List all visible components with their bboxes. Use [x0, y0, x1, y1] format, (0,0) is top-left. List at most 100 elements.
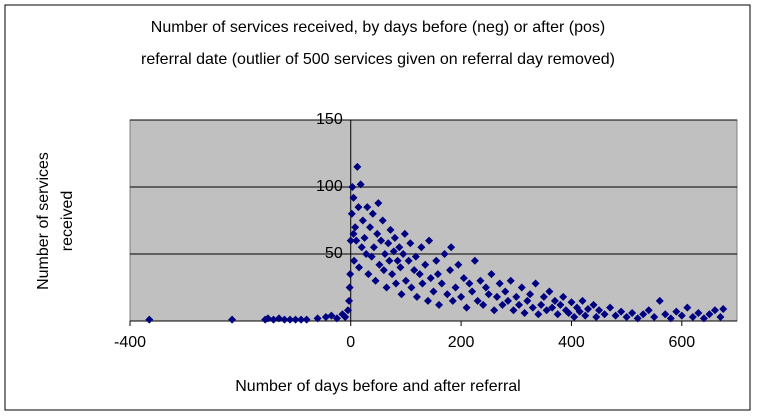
- point: [393, 256, 402, 265]
- point: [368, 209, 377, 218]
- point: [421, 260, 430, 269]
- point: [366, 223, 375, 232]
- point: [578, 296, 587, 305]
- point: [353, 162, 362, 171]
- point: [611, 311, 620, 320]
- point: [345, 296, 354, 305]
- point: [644, 306, 653, 315]
- point: [451, 283, 460, 292]
- chart-title: Number of services received, by days bef…: [151, 19, 605, 36]
- point: [506, 276, 515, 285]
- x-tick-label: 0: [346, 334, 355, 351]
- point: [719, 304, 728, 313]
- point: [545, 287, 554, 296]
- point: [592, 312, 601, 321]
- point: [356, 180, 365, 189]
- point: [391, 279, 400, 288]
- point: [503, 296, 512, 305]
- point: [378, 216, 387, 225]
- point: [263, 314, 272, 323]
- point: [425, 236, 434, 245]
- point: [354, 203, 363, 212]
- point: [352, 236, 361, 245]
- point: [321, 312, 330, 321]
- point: [286, 315, 295, 324]
- point: [389, 247, 398, 256]
- point: [490, 306, 499, 315]
- y-tick-label: 50: [325, 245, 343, 262]
- point: [661, 310, 670, 319]
- point: [400, 229, 409, 238]
- x-tick-label: -400: [114, 334, 146, 351]
- x-tick-label: 200: [448, 334, 475, 351]
- point: [484, 290, 493, 299]
- point: [386, 225, 395, 234]
- point: [415, 270, 424, 279]
- point: [396, 263, 405, 272]
- point: [384, 239, 393, 248]
- point: [382, 283, 391, 292]
- point: [363, 203, 372, 212]
- point: [655, 296, 664, 305]
- point: [362, 250, 371, 258]
- point: [468, 287, 477, 296]
- point: [351, 223, 360, 232]
- point: [699, 314, 708, 323]
- point: [341, 312, 350, 321]
- point: [465, 279, 474, 288]
- point: [380, 250, 389, 258]
- point: [377, 236, 386, 245]
- point: [556, 300, 565, 309]
- point: [617, 307, 626, 316]
- point: [534, 310, 543, 319]
- chart-title: referral date (outlier of 500 services g…: [141, 51, 615, 68]
- point: [343, 306, 352, 315]
- point: [432, 256, 441, 265]
- point: [350, 256, 359, 265]
- point: [688, 312, 697, 321]
- point: [313, 314, 322, 323]
- point: [470, 256, 479, 265]
- point: [595, 306, 604, 315]
- point: [411, 252, 420, 261]
- point: [426, 274, 435, 283]
- point: [550, 296, 559, 305]
- point: [437, 279, 446, 288]
- point: [373, 229, 382, 238]
- point: [349, 193, 358, 202]
- point: [487, 270, 496, 279]
- point: [327, 311, 336, 320]
- point: [539, 292, 548, 301]
- point: [473, 296, 482, 305]
- point: [716, 312, 725, 321]
- point: [404, 256, 413, 265]
- point: [349, 229, 358, 238]
- point: [476, 276, 485, 285]
- point: [388, 270, 397, 279]
- point: [526, 290, 535, 299]
- point: [355, 263, 364, 272]
- point: [606, 303, 615, 312]
- point: [479, 300, 488, 309]
- point: [369, 243, 378, 252]
- x-axis-label: Number of days before and after referral: [235, 378, 520, 395]
- point: [584, 304, 593, 313]
- x-tick-label: 600: [668, 334, 695, 351]
- point: [364, 270, 373, 279]
- point: [481, 283, 490, 292]
- point: [523, 296, 532, 305]
- point: [332, 314, 341, 323]
- point: [346, 236, 355, 245]
- point: [228, 315, 237, 324]
- point: [459, 274, 468, 283]
- point: [531, 279, 540, 288]
- point: [553, 310, 562, 319]
- point: [495, 279, 504, 288]
- point: [448, 296, 457, 305]
- point: [512, 292, 521, 301]
- point: [639, 310, 648, 319]
- point: [559, 292, 568, 301]
- y-tick-label: 150: [316, 111, 343, 128]
- point: [542, 306, 551, 315]
